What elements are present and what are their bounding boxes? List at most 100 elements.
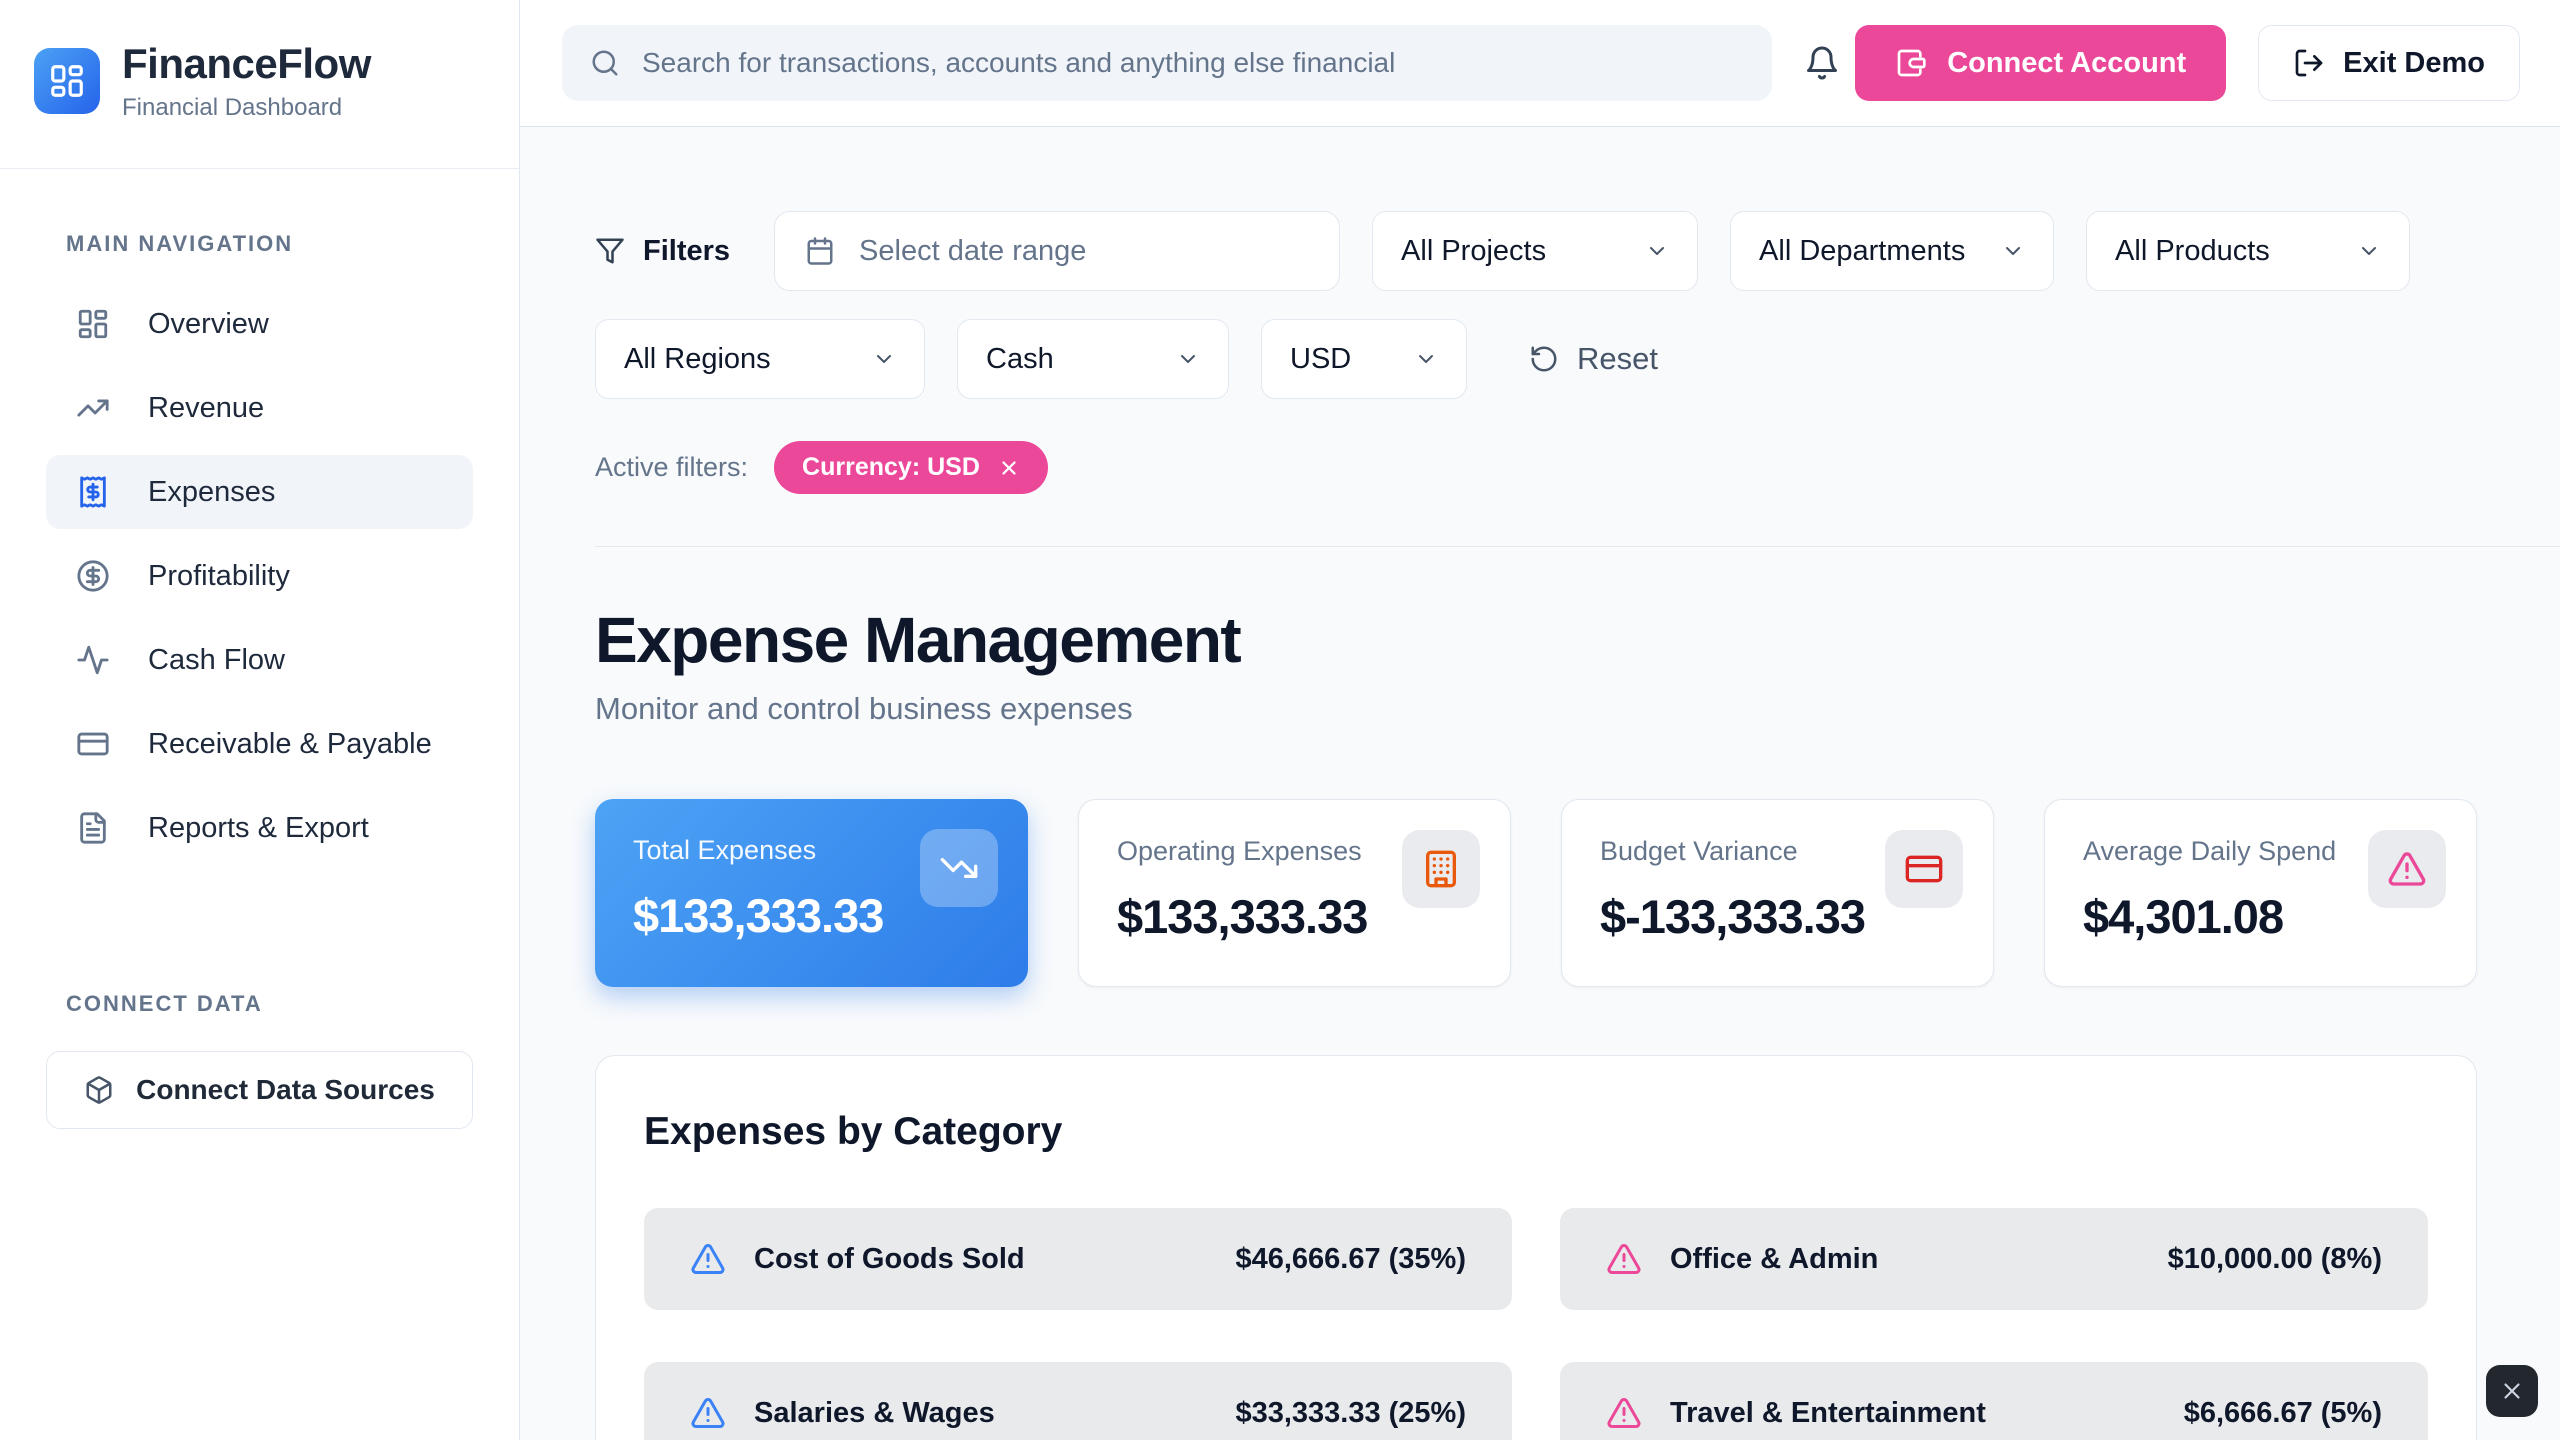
exit-demo-label: Exit Demo xyxy=(2343,46,2485,79)
chevron-down-icon xyxy=(2357,239,2381,263)
chevron-down-icon xyxy=(872,347,896,371)
notifications-button[interactable] xyxy=(1804,45,1840,81)
departments-select[interactable]: All Departments xyxy=(1730,211,2055,291)
main-area: Connect Account Exit Demo Filters Select… xyxy=(520,0,2560,1440)
chevron-down-icon xyxy=(1176,347,1200,371)
stat-card-average-daily-spend[interactable]: Average Daily Spend $4,301.08 xyxy=(2044,799,2477,987)
sidebar-item-label: Cash Flow xyxy=(148,643,285,676)
sidebar-item-label: Receivable & Payable xyxy=(148,727,432,760)
currency-filter-badge[interactable]: Currency: USD xyxy=(774,441,1048,494)
stats-grid: Total Expenses $133,333.33 Operating Exp… xyxy=(595,799,2477,987)
category-row-travel-entertainment[interactable]: Travel & Entertainment $6,666.67 (5%) xyxy=(1560,1362,2428,1440)
top-bar: Connect Account Exit Demo xyxy=(520,0,2560,127)
search-input[interactable] xyxy=(642,47,1744,79)
connect-data-sources-button[interactable]: Connect Data Sources xyxy=(46,1051,473,1129)
currency-filter-badge-text: Currency: USD xyxy=(802,453,980,481)
reset-label: Reset xyxy=(1577,341,1658,376)
alert-triangle-icon xyxy=(1606,1395,1642,1431)
stat-label: Budget Variance xyxy=(1600,836,1798,866)
currency-select-value: USD xyxy=(1290,342,1352,375)
exit-demo-button[interactable]: Exit Demo xyxy=(2258,25,2520,101)
connect-account-label: Connect Account xyxy=(1947,46,2187,79)
filters-row-1: Filters Select date range All Projects A… xyxy=(595,211,2477,291)
sidebar-item-revenue[interactable]: Revenue xyxy=(46,371,473,445)
reset-filters-button[interactable]: Reset xyxy=(1529,341,1658,377)
sidebar-item-label: Expenses xyxy=(148,475,276,508)
main-navigation: Overview Revenue Expenses Profitability … xyxy=(0,287,519,865)
date-range-input[interactable]: Select date range xyxy=(774,211,1341,291)
products-select[interactable]: All Products xyxy=(2086,211,2411,291)
category-grid: Cost of Goods Sold $46,666.67 (35%) Offi… xyxy=(644,1208,2428,1440)
stat-label: Average Daily Spend xyxy=(2083,836,2337,866)
stat-value: $133,333.33 xyxy=(633,889,884,942)
category-name: Salaries & Wages xyxy=(754,1396,995,1429)
layout-dashboard-icon xyxy=(76,307,110,341)
connect-data-section-label: CONNECT DATA xyxy=(66,991,263,1016)
regions-select-value: All Regions xyxy=(624,342,771,375)
stat-card-total-expenses[interactable]: Total Expenses $133,333.33 xyxy=(595,799,1028,987)
category-name: Office & Admin xyxy=(1670,1242,1879,1275)
app-subtitle: Financial Dashboard xyxy=(122,94,343,121)
category-name: Travel & Entertainment xyxy=(1670,1396,1986,1429)
projects-select[interactable]: All Projects xyxy=(1372,211,1699,291)
circle-dollar-icon xyxy=(76,559,110,593)
search-icon xyxy=(590,48,620,78)
category-row-salaries-wages[interactable]: Salaries & Wages $33,333.33 (25%) xyxy=(644,1362,1512,1440)
category-row-cost-of-goods-sold[interactable]: Cost of Goods Sold $46,666.67 (35%) xyxy=(644,1208,1512,1310)
sidebar-item-cash-flow[interactable]: Cash Flow xyxy=(46,623,473,697)
stat-label: Operating Expenses xyxy=(1117,836,1362,866)
sidebar-item-receivable-payable[interactable]: Receivable & Payable xyxy=(46,707,473,781)
sidebar-item-label: Reports & Export xyxy=(148,811,369,844)
close-icon xyxy=(2499,1378,2525,1404)
regions-select[interactable]: All Regions xyxy=(595,319,925,399)
projects-select-value: All Projects xyxy=(1401,234,1547,267)
filters-label-text: Filters xyxy=(643,234,731,267)
filters-row-2: All Regions Cash USD Reset xyxy=(595,319,2477,399)
active-filters-label: Active filters: xyxy=(595,452,749,482)
sidebar-item-label: Profitability xyxy=(148,559,290,592)
close-icon[interactable] xyxy=(998,457,1020,479)
trending-up-icon xyxy=(76,391,110,425)
trending-down-icon xyxy=(920,829,998,907)
stat-value: $133,333.33 xyxy=(1117,890,1368,943)
connect-account-button[interactable]: Connect Account xyxy=(1855,25,2227,101)
currency-select[interactable]: USD xyxy=(1261,319,1467,399)
alert-triangle-icon xyxy=(2368,830,2446,908)
sidebar-item-label: Overview xyxy=(148,307,269,340)
bell-icon xyxy=(1804,45,1840,81)
file-text-icon xyxy=(76,811,110,845)
category-value: $46,666.67 (35%) xyxy=(1235,1242,1466,1275)
global-search[interactable] xyxy=(562,25,1772,101)
chevron-down-icon xyxy=(1414,347,1438,371)
category-row-office-admin[interactable]: Office & Admin $10,000.00 (8%) xyxy=(1560,1208,2428,1310)
calendar-icon xyxy=(805,236,835,266)
credit-card-icon xyxy=(1885,830,1963,908)
sidebar: FinanceFlow Financial Dashboard MAIN NAV… xyxy=(0,0,520,1440)
wallet-icon xyxy=(1895,47,1927,79)
sidebar-item-reports-export[interactable]: Reports & Export xyxy=(46,791,473,865)
stat-card-budget-variance[interactable]: Budget Variance $-133,333.33 xyxy=(1561,799,1994,987)
date-range-placeholder: Select date range xyxy=(859,234,1087,267)
app-logo-icon xyxy=(34,48,100,114)
log-out-icon xyxy=(2293,47,2325,79)
chevron-down-icon xyxy=(1645,239,1669,263)
connect-data-sources-label: Connect Data Sources xyxy=(136,1074,435,1105)
overlay-close-button[interactable] xyxy=(2486,1365,2538,1417)
stat-card-operating-expenses[interactable]: Operating Expenses $133,333.33 xyxy=(1078,799,1511,987)
category-value: $10,000.00 (8%) xyxy=(2167,1242,2382,1275)
expenses-by-category-title: Expenses by Category xyxy=(644,1110,1063,1153)
app-title: FinanceFlow xyxy=(122,40,371,87)
sidebar-item-label: Revenue xyxy=(148,391,265,424)
sidebar-item-profitability[interactable]: Profitability xyxy=(46,539,473,613)
stat-value: $-133,333.33 xyxy=(1600,890,1866,943)
expenses-by-category-card: Expenses by Category Cost of Goods Sold … xyxy=(595,1055,2477,1440)
alert-triangle-icon xyxy=(690,1395,726,1431)
sidebar-item-overview[interactable]: Overview xyxy=(46,287,473,361)
page-subtitle: Monitor and control business expenses xyxy=(595,691,1133,726)
cash-select-value: Cash xyxy=(986,342,1054,375)
category-name: Cost of Goods Sold xyxy=(754,1242,1025,1275)
sidebar-item-expenses[interactable]: Expenses xyxy=(46,455,473,529)
chevron-down-icon xyxy=(2001,239,2025,263)
stat-label: Total Expenses xyxy=(633,835,817,865)
cash-select[interactable]: Cash xyxy=(957,319,1229,399)
